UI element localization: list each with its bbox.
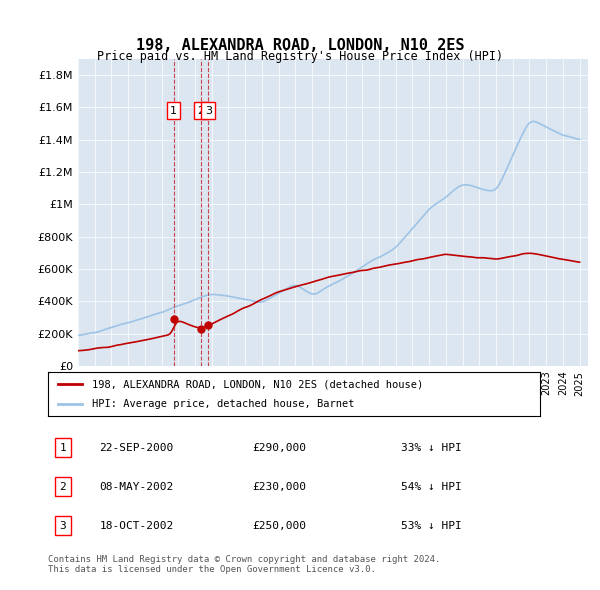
Text: 22-SEP-2000: 22-SEP-2000: [100, 443, 173, 453]
Text: 3: 3: [205, 106, 212, 116]
Text: 08-MAY-2002: 08-MAY-2002: [100, 482, 173, 491]
Text: Price paid vs. HM Land Registry's House Price Index (HPI): Price paid vs. HM Land Registry's House …: [97, 50, 503, 63]
Text: HPI: Average price, detached house, Barnet: HPI: Average price, detached house, Barn…: [92, 399, 355, 408]
Text: £230,000: £230,000: [252, 482, 306, 491]
Text: £290,000: £290,000: [252, 443, 306, 453]
Text: 33% ↓ HPI: 33% ↓ HPI: [401, 443, 462, 453]
Text: £250,000: £250,000: [252, 521, 306, 530]
Text: 53% ↓ HPI: 53% ↓ HPI: [401, 521, 462, 530]
Text: Contains HM Land Registry data © Crown copyright and database right 2024.
This d: Contains HM Land Registry data © Crown c…: [48, 555, 440, 574]
Text: 2: 2: [59, 482, 66, 491]
Text: 198, ALEXANDRA ROAD, LONDON, N10 2ES: 198, ALEXANDRA ROAD, LONDON, N10 2ES: [136, 38, 464, 53]
Text: 1: 1: [59, 443, 66, 453]
Text: 18-OCT-2002: 18-OCT-2002: [100, 521, 173, 530]
Text: 54% ↓ HPI: 54% ↓ HPI: [401, 482, 462, 491]
Text: 1: 1: [170, 106, 177, 116]
Text: 2: 2: [197, 106, 205, 116]
Text: 3: 3: [59, 521, 66, 530]
Text: 198, ALEXANDRA ROAD, LONDON, N10 2ES (detached house): 198, ALEXANDRA ROAD, LONDON, N10 2ES (de…: [92, 379, 424, 389]
